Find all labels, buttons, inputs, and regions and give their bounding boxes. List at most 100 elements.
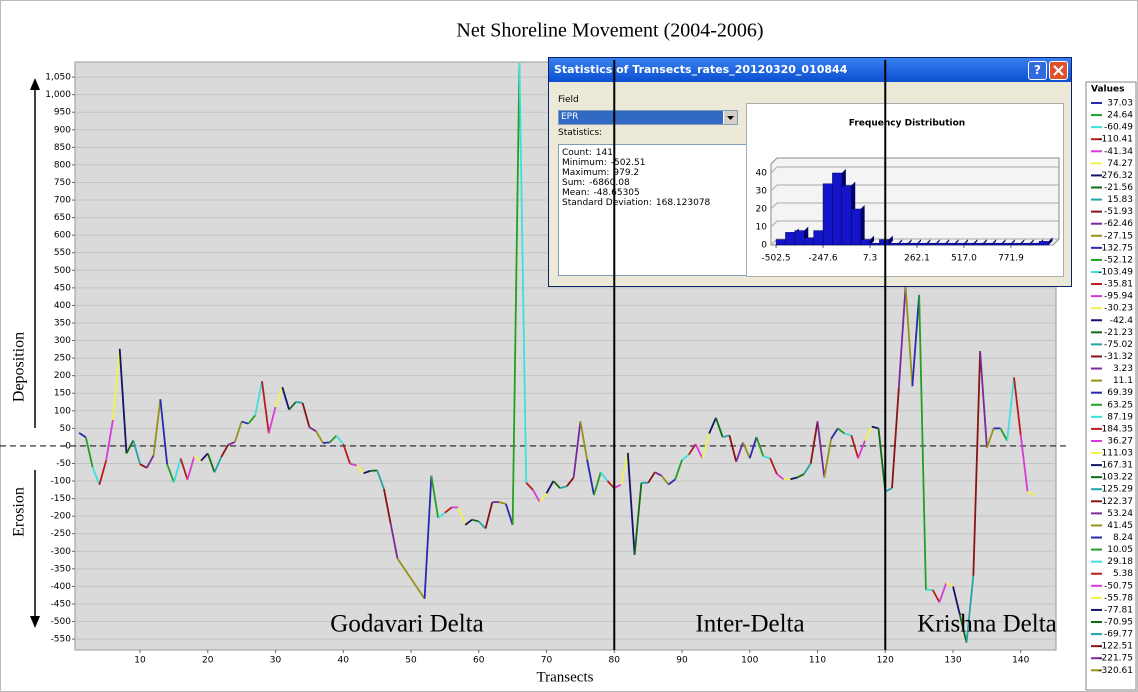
y-tick-label: -550 [51, 635, 72, 645]
arrow-head [30, 616, 40, 628]
legend-label: 132.75 [1102, 243, 1134, 253]
line-segment [688, 443, 697, 456]
x-tick-label: 140 [1012, 656, 1029, 666]
legend-label: 122.37 [1102, 497, 1134, 507]
bar [869, 242, 880, 246]
line-segment [363, 469, 371, 475]
x-tick-label: 130 [944, 656, 961, 666]
line-segment [701, 433, 710, 459]
line-segment [220, 444, 229, 458]
legend-label: -41.34 [1104, 147, 1133, 157]
line-segment [505, 503, 514, 526]
bar [916, 242, 927, 246]
line-segment [281, 386, 290, 410]
legend-label: 111.03 [1102, 449, 1134, 459]
field-dropdown[interactable]: EPR [558, 110, 738, 125]
line-segment [125, 439, 135, 454]
line-segment [511, 63, 521, 525]
bar-side [888, 235, 893, 245]
line-segment [837, 427, 846, 435]
dropdown-arrow[interactable] [724, 111, 737, 124]
bar [1010, 242, 1021, 246]
legend-label: -21.23 [1104, 328, 1133, 338]
legend-label: 41.45 [1107, 521, 1133, 531]
bar [926, 242, 937, 246]
line-segment [179, 458, 189, 480]
legend-label: -60.49 [1104, 123, 1133, 133]
bar [794, 230, 805, 246]
line-segment [315, 430, 324, 444]
line-segment [904, 286, 914, 387]
line-segment [1006, 377, 1015, 441]
bar [832, 172, 843, 246]
line-segment [112, 348, 121, 420]
line-segment [728, 435, 738, 462]
y-tick-label: 800 [54, 160, 71, 170]
statistic: Count: 141 [562, 148, 792, 158]
y-tick-label: -500 [51, 617, 72, 627]
bar [1029, 242, 1040, 246]
y-tick-label: -200 [51, 512, 72, 522]
line-segment [742, 442, 751, 459]
legend-label: -221.75 [1098, 654, 1133, 664]
legend-label: 15.83 [1107, 195, 1133, 205]
x-tick-label: 50 [405, 656, 417, 666]
line-segment [958, 614, 968, 643]
line-segment [871, 425, 879, 430]
line-segment [674, 459, 683, 480]
x-tick-label: 771.9 [998, 254, 1024, 264]
line-segment [301, 402, 311, 428]
y-tick-label: -400 [51, 582, 72, 592]
x-tick-label: 7.3 [863, 254, 877, 264]
dialog-title-text: Statistics of Transects_rates_20120320_0… [554, 63, 848, 76]
bar [879, 239, 890, 246]
y-tick-label: 150 [54, 389, 71, 399]
y-tick-label: 550 [54, 248, 71, 258]
line-segment [776, 473, 785, 481]
line-segment [159, 399, 169, 465]
line-segment [931, 589, 941, 603]
line-segment [647, 471, 656, 484]
x-tick-label: -247.6 [809, 254, 838, 264]
legend-label: 8.24 [1113, 533, 1133, 543]
y-tick-label: 200 [54, 371, 71, 381]
y-tick-label: 700 [54, 196, 71, 206]
line-segment [437, 511, 446, 519]
y-tick-label: 400 [54, 301, 71, 311]
line-segment [979, 351, 988, 448]
line-segment [457, 507, 467, 526]
legend-label: -122.51 [1098, 642, 1133, 652]
x-tick-label: 517.0 [951, 254, 977, 264]
line-segment [830, 427, 839, 440]
y-tick-label: 20 [756, 205, 768, 215]
line-segment [498, 501, 507, 505]
line-segment [539, 492, 548, 503]
line-segment [464, 518, 473, 526]
statistic-value: -48.65305 [593, 188, 640, 198]
line-segment [715, 417, 724, 438]
line-segment [897, 286, 907, 389]
line-segment [626, 452, 636, 555]
statistic-value: -502.51 [610, 158, 646, 168]
legend-label: 167.31 [1102, 461, 1134, 471]
line-segment [864, 426, 873, 442]
legend-label: 69.39 [1107, 388, 1133, 398]
close-button[interactable] [1049, 61, 1068, 80]
statistic-label: Minimum: [562, 158, 607, 168]
y-tick-label: -350 [51, 564, 72, 574]
bar-side [1048, 237, 1053, 245]
line-segment [844, 432, 852, 437]
statistic: Mean: -48.65305 [562, 188, 792, 198]
line-segment [600, 471, 609, 482]
help-button[interactable]: ? [1028, 61, 1047, 80]
erosion-label: Erosion [11, 487, 28, 537]
line-segment [152, 399, 162, 456]
line-segment [389, 523, 399, 559]
line-segment [586, 459, 595, 496]
line-segment [938, 582, 948, 603]
legend-label: -35.81 [1104, 280, 1133, 290]
statistic: Sum: -6860.08 [562, 178, 792, 188]
y-tick-label: 100 [54, 406, 71, 416]
arrow-head [30, 78, 40, 90]
